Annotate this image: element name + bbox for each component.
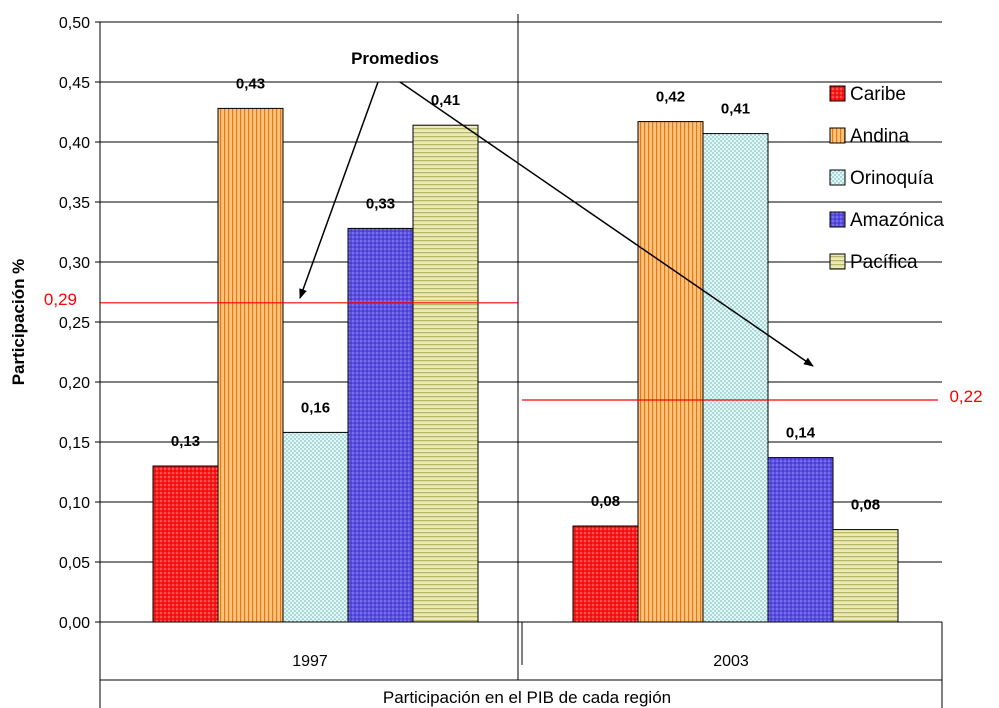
y-tick-label: 0,15 [59,435,90,452]
bar-caribe-2003 [572,525,639,623]
bar-amazónica-1997 [347,227,414,623]
y-tick-label: 0,00 [59,615,90,632]
y-tick-label: 0,25 [59,315,90,332]
legend-swatch-andina [829,127,846,144]
average-lines: 0,29 0,22 [44,290,983,406]
x-category-label: 2003 [713,653,749,670]
data-label: 0,41 [721,101,750,118]
data-label: 0,33 [366,195,395,212]
bar-pacífica-1997 [412,124,479,623]
bar-andina-1997 [217,107,284,623]
bar-andina-2003 [637,121,704,623]
data-label: 0,08 [851,497,880,514]
arrow-to-average-2003 [399,81,814,367]
legend-swatch-caribe [829,85,846,102]
legend-label: Caribe [850,84,906,105]
y-tick-label: 0,50 [59,15,90,32]
legend: Caribe Andina Orinoquía Amazónica Pacífica [829,84,944,273]
y-tick-label: 0,20 [59,375,90,392]
y-axis-ticks: 0,00 0,05 0,10 0,15 0,20 0,25 0,30 0,35 0,40 0,45… [59,15,100,632]
y-tick-label: 0,10 [59,495,90,512]
data-label: 0,08 [591,493,620,510]
y-axis-label: Participación % [9,259,28,386]
y-tick-label: 0,40 [59,135,90,152]
legend-label: Andina [850,126,910,147]
bar-amazónica-2003 [767,457,834,623]
legend-swatch-pacífica [829,253,846,270]
annotation: Promedios [299,49,814,367]
legend-label: Amazónica [850,210,944,231]
bar-orinoquía-1997 [282,431,349,623]
arrow-to-average-1997 [299,81,379,299]
axes: 1997 2003 [99,14,943,708]
bar-orinoquía-2003 [702,133,769,623]
average-label-1997: 0,29 [44,290,77,309]
data-label: 0,42 [656,89,685,106]
legend-swatch-amazónica [829,211,846,228]
y-tick-label: 0,35 [59,195,90,212]
data-label: 0,16 [301,399,330,416]
x-category-label: 1997 [292,653,328,670]
y-tick-label: 0,30 [59,255,90,272]
y-tick-label: 0,05 [59,555,90,572]
legend-swatch-orinoquía [829,169,846,186]
y-tick-label: 0,45 [59,75,90,92]
bar-caribe-1997 [152,465,219,623]
data-label: 0,13 [171,433,200,450]
data-label: 0,14 [786,425,816,442]
average-label-2003: 0,22 [949,387,982,406]
bar-pacífica-2003 [832,529,899,623]
legend-label: Pacífica [850,252,918,273]
data-label: 0,43 [236,75,265,92]
legend-label: Orinoquía [850,168,934,189]
data-labels: 0,13 0,43 0,16 0,33 0,41 0,08 0,42 0,41 0,14 0,08 [171,75,880,513]
data-label: 0,41 [431,92,460,109]
x-axis-label: Participación en el PIB de cada región [383,688,671,707]
annotation-text: Promedios [351,49,439,68]
bars [152,107,899,623]
